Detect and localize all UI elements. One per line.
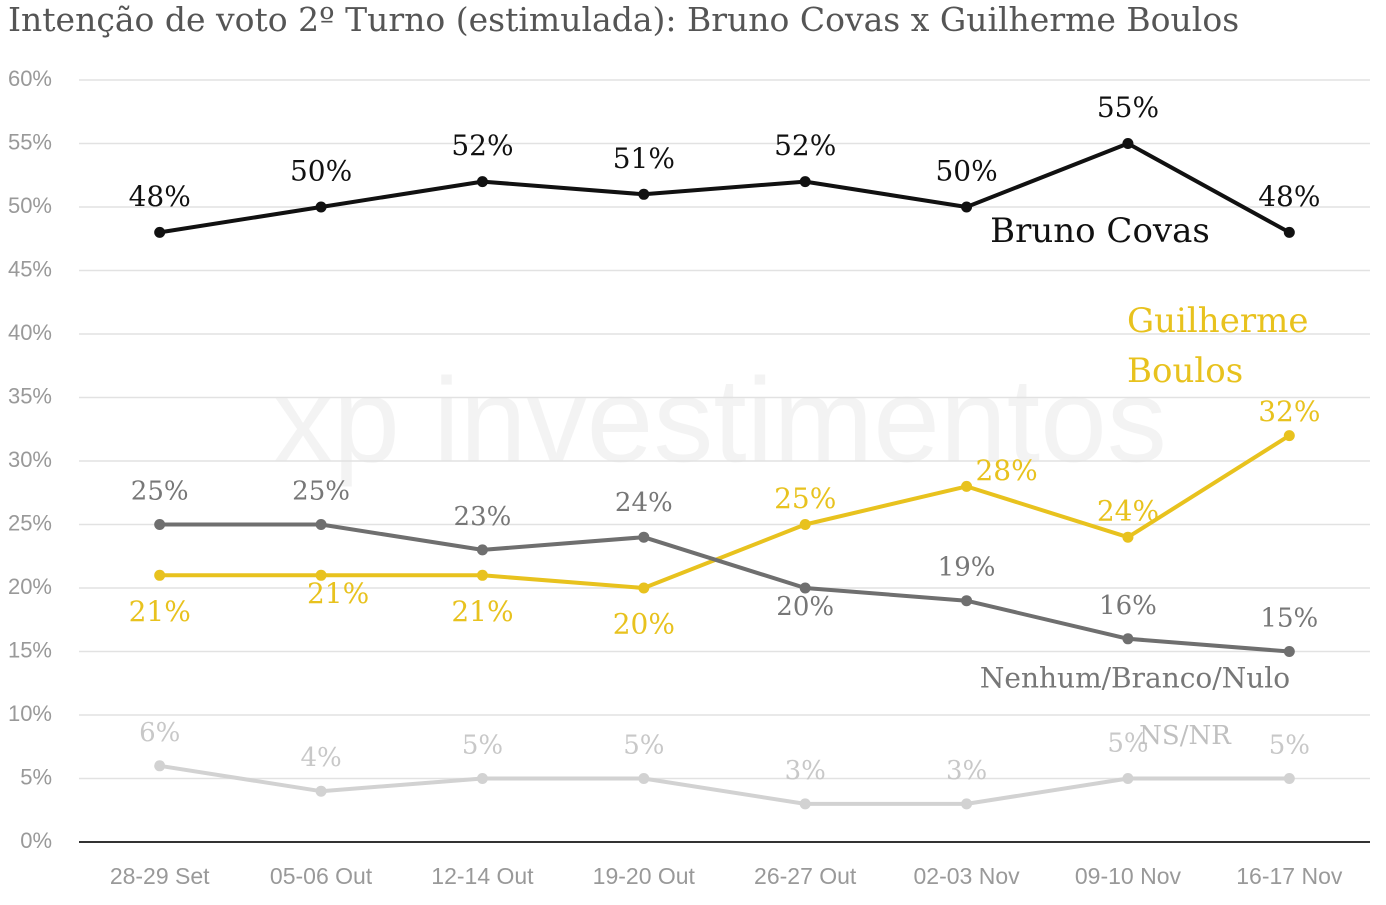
data-label: 21%	[129, 595, 191, 628]
data-point	[154, 760, 166, 772]
y-tick-label: 55%	[8, 129, 52, 154]
data-label: 21%	[307, 577, 369, 610]
data-label: 50%	[290, 155, 352, 188]
x-tick-label: 26-27 Out	[754, 863, 857, 889]
y-tick-label: 5%	[20, 764, 52, 789]
data-point	[1283, 646, 1295, 657]
series-label-box: Guilherme Boulos	[1127, 301, 1309, 391]
data-label: 25%	[131, 477, 189, 507]
data-label: 25%	[292, 477, 350, 507]
data-label: 5%	[462, 731, 503, 761]
data-label: 24%	[1097, 495, 1159, 528]
x-tick-label: 16-17 Nov	[1236, 863, 1343, 889]
x-tick-label: 28-29 Set	[110, 863, 210, 889]
data-point	[799, 582, 811, 594]
data-label: 25%	[774, 482, 836, 515]
data-point	[799, 519, 811, 530]
series-label: NS/NR	[1139, 721, 1232, 751]
series-line	[159, 141, 1291, 235]
data-point	[961, 798, 973, 810]
data-label: 51%	[613, 142, 675, 175]
data-label: 23%	[454, 502, 512, 532]
data-point	[476, 544, 488, 556]
y-tick-label: 25%	[8, 510, 52, 535]
series-label: Guilherme Boulos	[1127, 301, 1309, 391]
data-label: 28%	[975, 454, 1037, 487]
series-line	[159, 522, 1290, 654]
y-tick-label: 10%	[8, 701, 52, 726]
data-label: 50%	[935, 155, 997, 188]
data-label: 3%	[946, 756, 987, 786]
data-point	[1122, 531, 1134, 543]
data-point	[1122, 633, 1134, 645]
data-point	[154, 519, 166, 530]
y-tick-label: 15%	[8, 637, 52, 662]
data-point	[315, 785, 327, 797]
data-label: 19%	[938, 553, 996, 583]
y-tick-label: 45%	[8, 256, 52, 281]
y-tick-label: 50%	[8, 193, 52, 218]
data-point	[799, 176, 811, 188]
x-tick-label: 02-03 Nov	[914, 863, 1021, 889]
x-tick-label: 19-20 Out	[593, 863, 696, 889]
x-tick-label: 12-14 Out	[431, 863, 534, 889]
y-tick-label: 60%	[8, 66, 52, 91]
data-point	[315, 201, 327, 213]
data-point	[476, 176, 488, 188]
data-label: 3%	[785, 756, 826, 786]
data-point	[1283, 226, 1295, 238]
data-label: 52%	[451, 129, 513, 162]
data-point	[799, 798, 811, 810]
data-label: 55%	[1097, 91, 1159, 124]
data-label: 6%	[139, 718, 180, 748]
data-point	[476, 569, 488, 581]
y-tick-label: 40%	[8, 320, 52, 345]
data-label: 5%	[1269, 731, 1310, 761]
data-point	[961, 595, 973, 607]
data-label: 16%	[1099, 591, 1157, 621]
data-point	[315, 519, 327, 530]
data-point	[1283, 430, 1295, 442]
data-label: 15%	[1260, 604, 1318, 634]
series-line	[159, 433, 1291, 590]
data-label: 48%	[129, 180, 191, 213]
data-label: 4%	[300, 743, 341, 773]
data-label: 21%	[451, 595, 513, 628]
data-label: 20%	[776, 592, 834, 622]
data-point	[1122, 138, 1134, 149]
series-label: Bruno Covas	[990, 211, 1210, 251]
data-point	[154, 569, 166, 581]
y-tick-label: 20%	[8, 574, 52, 599]
data-point	[961, 480, 973, 492]
data-point	[1283, 773, 1295, 784]
data-point	[476, 773, 488, 784]
data-point	[961, 201, 973, 213]
data-point	[638, 773, 650, 784]
data-label: 24%	[615, 488, 673, 518]
data-label: 52%	[774, 129, 836, 162]
data-point	[638, 531, 650, 543]
data-label: 5%	[1107, 729, 1148, 759]
data-point	[638, 188, 650, 200]
y-tick-label: 30%	[8, 447, 52, 472]
x-tick-label: 05-06 Out	[270, 863, 373, 889]
data-point	[315, 569, 327, 581]
data-label: 48%	[1258, 180, 1320, 213]
watermark: xp investimentos	[273, 354, 1167, 488]
data-point	[638, 582, 650, 594]
data-label: 20%	[613, 608, 675, 641]
series-line	[159, 763, 1290, 806]
data-label: 5%	[623, 731, 664, 761]
data-point	[1122, 773, 1134, 784]
data-label: 32%	[1258, 395, 1320, 428]
x-tick-label: 09-10 Nov	[1075, 863, 1182, 889]
series-label: Nenhum/Branco/Nulo	[980, 662, 1290, 695]
data-point	[154, 226, 166, 238]
chart-title: Intenção de voto 2º Turno (estimulada): …	[8, 0, 1239, 39]
y-tick-label: 35%	[8, 383, 52, 408]
y-tick-label: 0%	[20, 828, 52, 853]
